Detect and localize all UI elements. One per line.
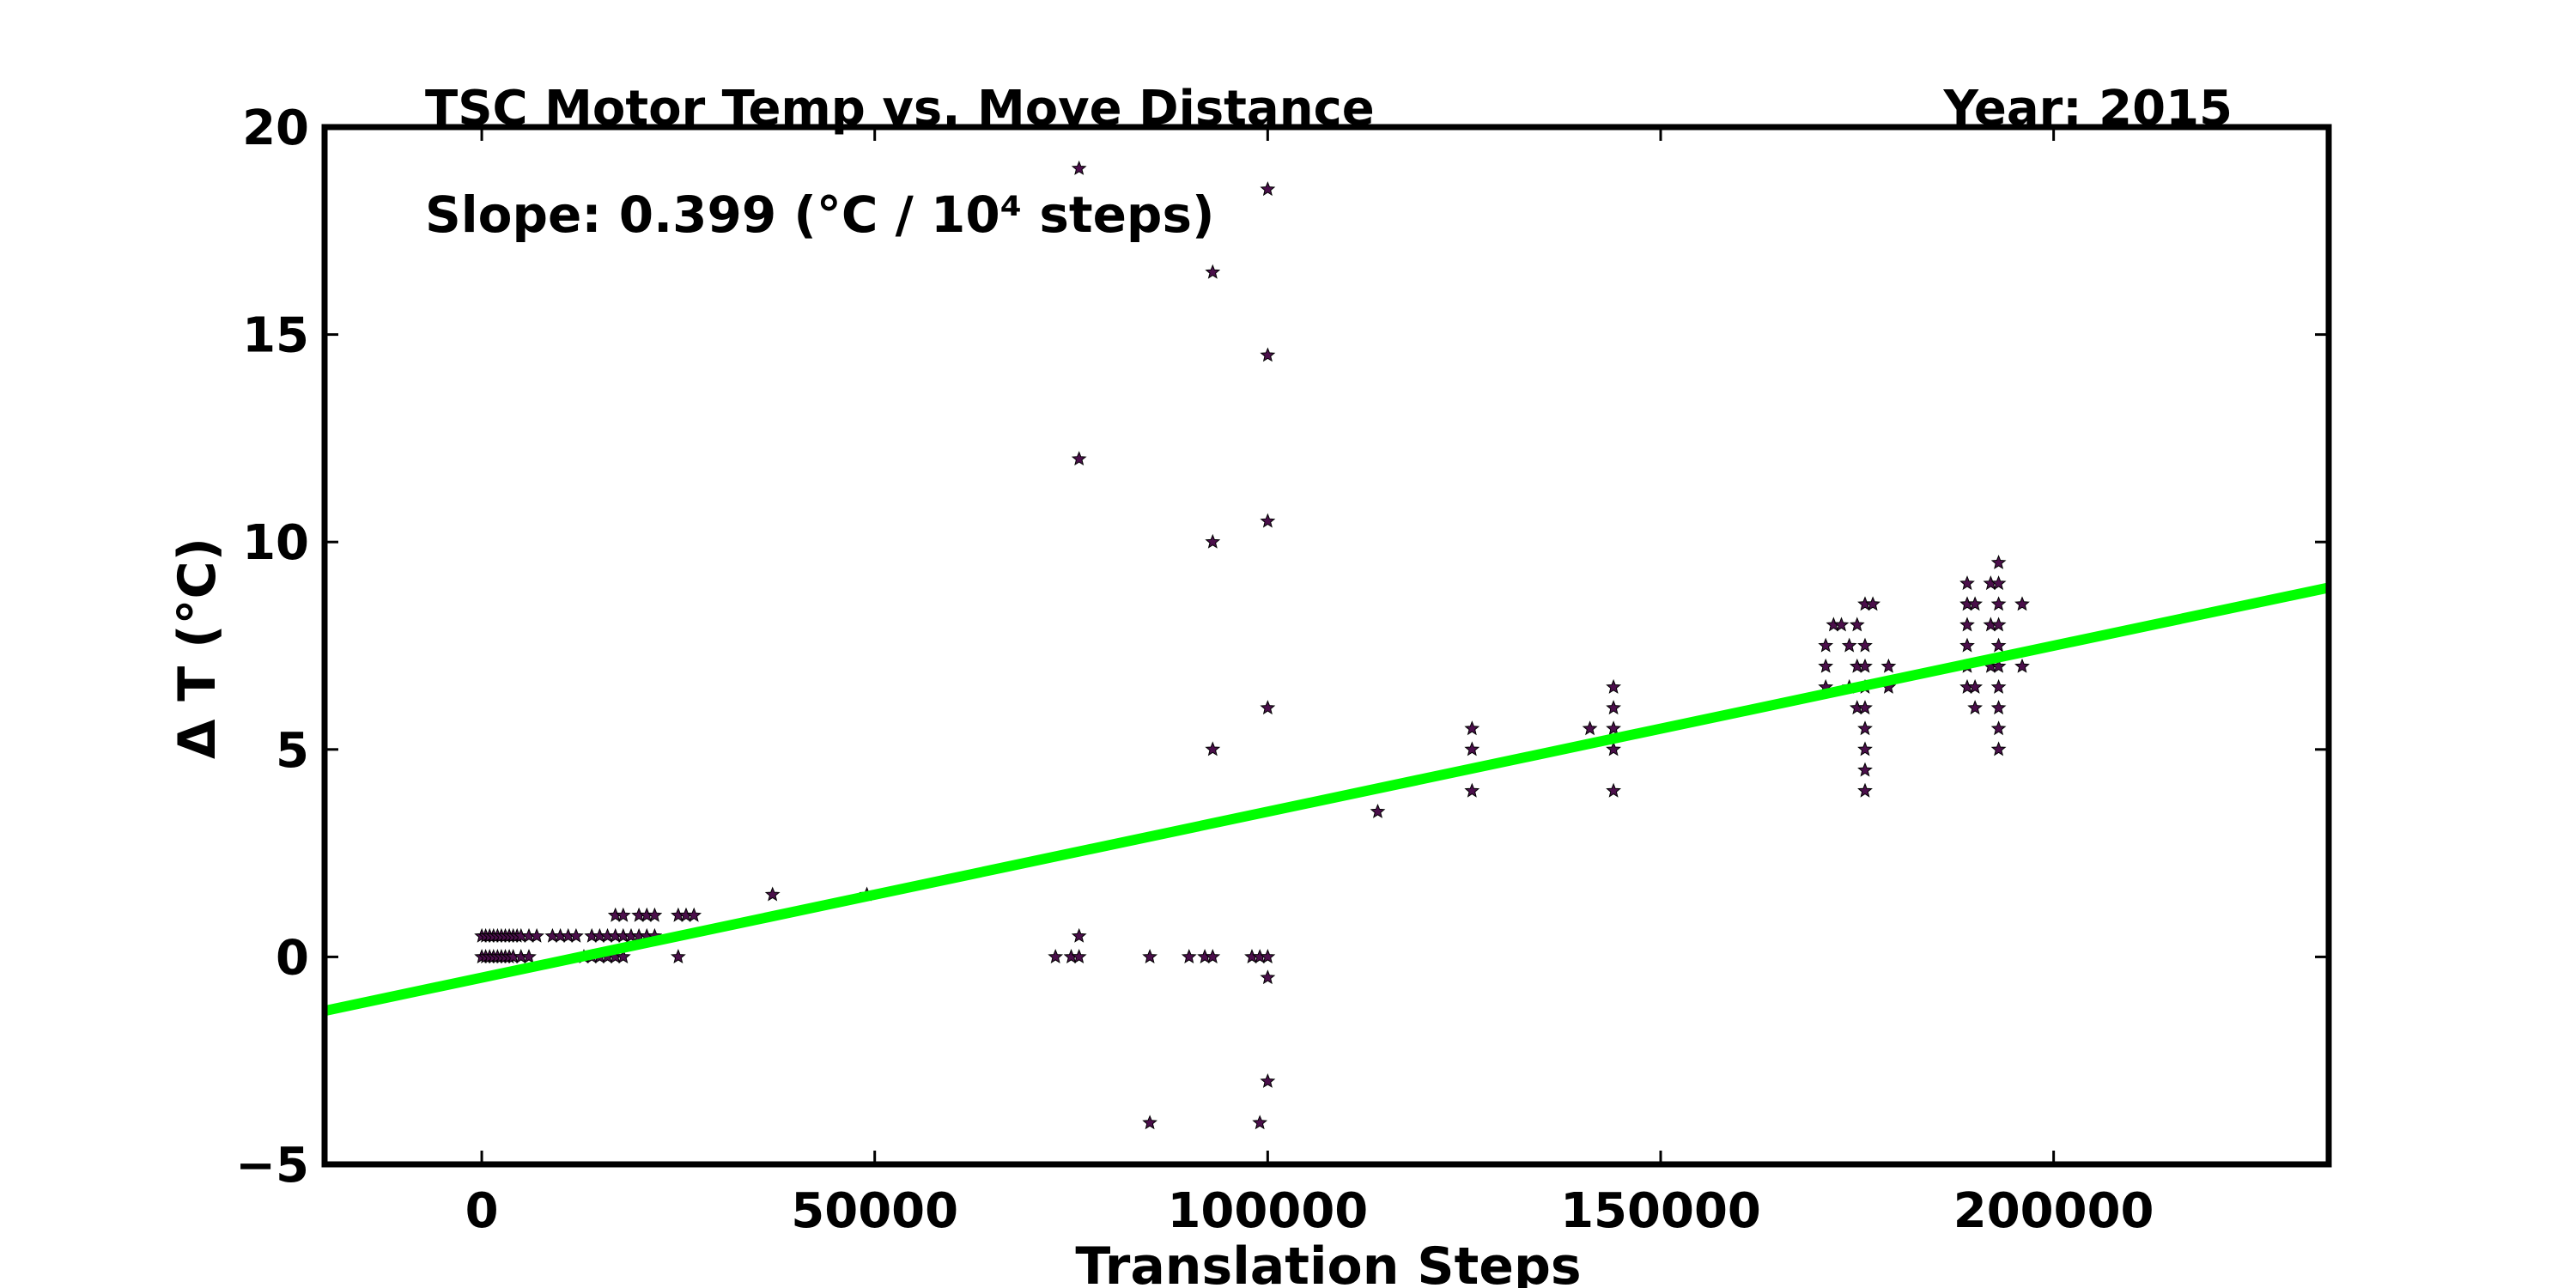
data-point: [1205, 533, 1221, 549]
fit-line-layer: [325, 582, 2329, 1017]
y-tick-label: 0: [276, 930, 309, 986]
data-point: [1071, 451, 1087, 466]
x-tick-label: 100000: [1167, 1183, 1368, 1239]
data-point: [2014, 658, 2030, 673]
x-tick-label: 200000: [1953, 1183, 2154, 1239]
x-tick-label: 0: [465, 1183, 499, 1239]
data-point: [1818, 658, 1834, 673]
data-point: [1260, 1073, 1276, 1088]
data-point: [1967, 700, 1983, 715]
data-point: [1990, 617, 2007, 632]
data-point: [1857, 700, 1873, 715]
data-point: [1959, 575, 1975, 591]
data-point: [1849, 617, 1865, 632]
data-point: [1841, 637, 1857, 653]
data-point: [1464, 741, 1480, 756]
plot-frame: [321, 124, 2332, 1168]
data-point: [1606, 741, 1621, 756]
data-point: [1857, 782, 1873, 798]
data-point: [1990, 596, 2007, 611]
data-point: [1205, 264, 1221, 279]
data-point: [1865, 596, 1880, 611]
data-point: [1260, 969, 1276, 985]
data-point: [1071, 949, 1087, 964]
data-point: [1959, 637, 1975, 653]
data-point: [1260, 181, 1276, 197]
data-point: [671, 949, 686, 964]
data-point: [1857, 741, 1873, 756]
data-point: [1464, 720, 1480, 736]
data-point: [1990, 637, 2007, 653]
data-point: [615, 907, 631, 922]
data-point: [1048, 949, 1064, 964]
data-point: [1880, 658, 1897, 673]
data-point: [1967, 678, 1983, 694]
y-axis-title: Δ T (°C): [167, 538, 228, 759]
data-point: [686, 907, 702, 922]
x-axis-title: Translation Steps: [1075, 1236, 1581, 1288]
year-label: Year: 2015: [1942, 81, 2233, 137]
data-point: [1857, 762, 1873, 777]
data-point: [1990, 575, 2007, 591]
data-point: [1857, 720, 1873, 736]
data-point: [1260, 949, 1276, 964]
data-points: [474, 160, 2030, 1130]
data-point: [1967, 596, 1983, 611]
data-point: [1606, 720, 1621, 736]
data-point: [764, 886, 781, 902]
data-point: [1606, 678, 1621, 694]
slope-annotation: Slope: 0.399 (°C / 10⁴ steps): [425, 185, 1214, 244]
y-tick-label: 5: [276, 723, 309, 779]
data-point: [647, 907, 663, 922]
data-point: [1260, 347, 1276, 362]
y-tick-label: 15: [242, 308, 309, 364]
data-point: [1142, 949, 1157, 964]
data-point: [1582, 720, 1598, 736]
data-point: [1990, 555, 2007, 569]
x-tick-label: 150000: [1560, 1183, 1761, 1239]
data-point: [529, 927, 544, 943]
data-point: [1857, 637, 1873, 653]
data-point: [1260, 513, 1276, 528]
data-point: [521, 949, 537, 964]
data-point: [1990, 741, 2007, 756]
data-point: [1990, 658, 2007, 673]
fit-line: [325, 582, 2329, 1017]
y-tick-label: 20: [242, 100, 309, 156]
data-point: [1818, 637, 1834, 653]
data-point: [1370, 803, 1386, 818]
axis-ticks: [325, 125, 2329, 1166]
chart-title: TSC Motor Temp vs. Move Distance: [425, 81, 1375, 137]
data-point: [1252, 1115, 1268, 1130]
data-point: [1990, 700, 2007, 715]
data-point: [568, 927, 584, 943]
data-point: [1606, 700, 1621, 715]
data-point: [1205, 741, 1221, 756]
data-point: [1833, 617, 1850, 632]
data-point: [1181, 949, 1197, 964]
data-point: [615, 949, 631, 964]
data-point: [1464, 782, 1480, 798]
data-point: [1071, 160, 1087, 175]
data-point: [1959, 617, 1975, 632]
data-point: [1205, 949, 1221, 964]
data-point: [2014, 596, 2030, 611]
data-point: [1071, 927, 1087, 943]
data-point: [1260, 700, 1276, 715]
x-tick-label: 50000: [791, 1183, 958, 1239]
y-tick-label: −5: [235, 1138, 309, 1194]
tick-labels: 0 50000 100000 150000 200000 −5 0 5 10 15 20: [235, 100, 2154, 1239]
data-point: [1990, 678, 2007, 694]
data-point: [1857, 658, 1873, 673]
data-point: [1990, 720, 2007, 736]
data-point: [1142, 1115, 1157, 1130]
y-tick-label: 10: [242, 515, 309, 571]
data-point: [1606, 782, 1621, 798]
